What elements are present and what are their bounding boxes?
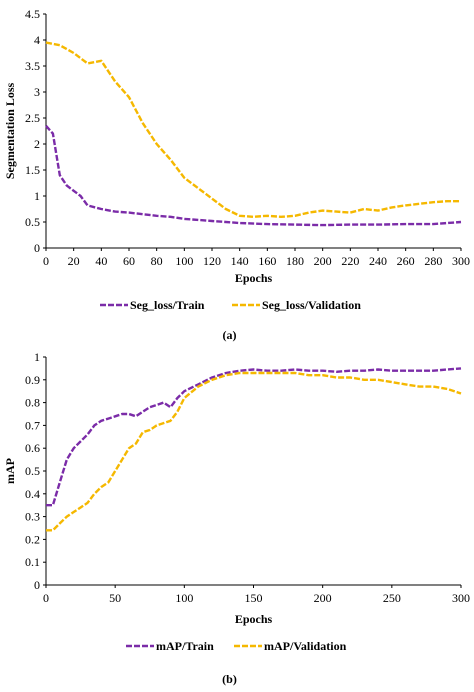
y-tick-label: 0.5 [25, 464, 40, 478]
series-line-map-train [46, 367, 462, 507]
x-tick-label: 0 [43, 254, 49, 268]
y-tick-label: 0.5 [25, 215, 40, 229]
x-tick-label: 160 [258, 254, 276, 268]
x-tick-label: 150 [245, 591, 263, 605]
y-tick-label: 3.5 [25, 59, 40, 73]
y-tick-label: 0 [34, 578, 40, 592]
x-axis-title: Epochs [235, 612, 273, 626]
x-tick-label: 40 [95, 254, 107, 268]
y-tick-label: 3 [34, 85, 40, 99]
y-tick-label: 0.6 [25, 441, 40, 455]
legend-label: Seg_loss/Train [130, 298, 205, 312]
x-tick-label: 60 [123, 254, 135, 268]
x-tick-label: 200 [314, 254, 332, 268]
y-axis-title: mAP [3, 458, 17, 484]
x-tick-label: 280 [424, 254, 442, 268]
y-tick-label: 1 [34, 189, 40, 203]
y-tick-label: 0.3 [25, 510, 40, 524]
y-tick-label: 0.8 [25, 396, 40, 410]
x-tick-label: 180 [286, 254, 304, 268]
legend-label: mAP/Validation [264, 639, 347, 653]
y-axis-title: Segmentation Loss [3, 83, 17, 180]
y-tick-label: 1 [34, 350, 40, 364]
x-tick-label: 140 [231, 254, 249, 268]
chart-panel-a: 0 0.5 1 1.5 2 2.5 3 3.5 4 4.5 0 20 40 60 80 100 120 140 16… [3, 7, 470, 342]
x-tick-label: 300 [452, 591, 470, 605]
series-line-seg-loss-validation [45, 41, 461, 219]
x-tick-label: 220 [341, 254, 359, 268]
legend-label: Seg_loss/Validation [262, 298, 361, 312]
x-tick-label: 0 [43, 591, 49, 605]
x-tick-label: 20 [68, 254, 80, 268]
x-axis-title: Epochs [235, 271, 273, 285]
y-tick-label: 4 [34, 33, 40, 47]
x-tick-label: 120 [203, 254, 221, 268]
x-tick-label: 100 [175, 591, 193, 605]
y-tick-label: 0.1 [25, 555, 40, 569]
x-tick-label: 260 [397, 254, 415, 268]
y-tick-label: 2.5 [25, 111, 40, 125]
x-tick-label: 240 [369, 254, 387, 268]
y-tick-label: 0.4 [25, 487, 40, 501]
x-tick-label: 250 [383, 591, 401, 605]
x-tick-label: 200 [314, 591, 332, 605]
y-tick-label: 0.7 [25, 418, 40, 432]
legend-label: mAP/Train [156, 639, 214, 653]
x-tick-label: 50 [109, 591, 121, 605]
x-tick-label: 300 [452, 254, 470, 268]
y-tick-label: 0 [34, 241, 40, 255]
panel-caption: (a) [223, 328, 237, 342]
series-line-seg-loss-train [45, 125, 462, 227]
y-tick-label: 2 [34, 137, 40, 151]
y-tick-label: 0.2 [25, 532, 40, 546]
x-tick-label: 80 [151, 254, 163, 268]
y-tick-label: 4.5 [25, 7, 40, 21]
chart-panel-b: 0 0.1 0.2 0.3 0.4 0.5 0.6 0.7 0.8 0.9 1 0 50 100 150 20… [3, 350, 470, 686]
series-line-map-validation [46, 371, 462, 532]
panel-caption: (b) [222, 672, 237, 686]
y-tick-label: 0.9 [25, 373, 40, 387]
y-tick-label: 1.5 [25, 163, 40, 177]
x-tick-label: 100 [175, 254, 193, 268]
